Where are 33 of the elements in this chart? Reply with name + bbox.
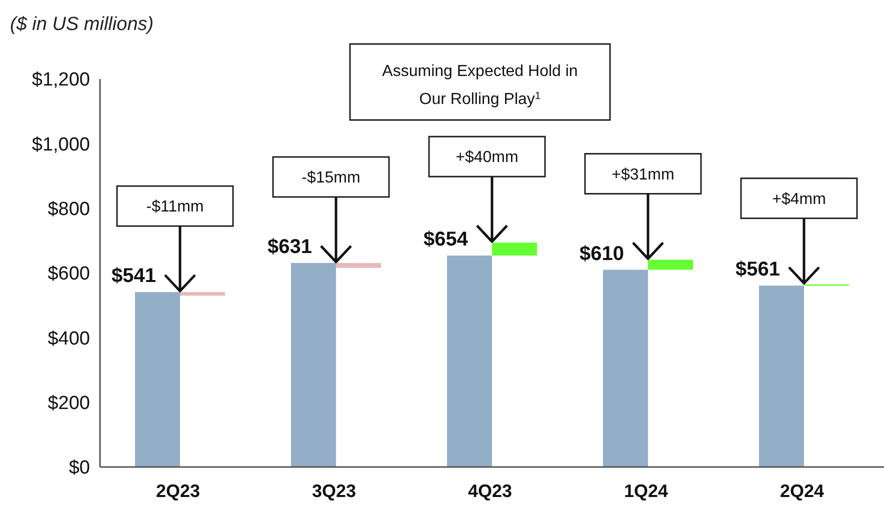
annotation: +$31mm [612, 166, 674, 184]
y-tick-label: $0 [68, 458, 90, 479]
annotation: +$4mm [772, 190, 826, 208]
y-tick-label: $200 [48, 392, 90, 414]
y-axis-title: ($ in US millions) [10, 14, 154, 35]
bar [648, 260, 693, 270]
x-tick-label: 4Q23 [468, 481, 512, 501]
x-tick-label: 2Q24 [780, 481, 824, 501]
y-tick-label: $800 [48, 198, 90, 220]
data-label: $610 [580, 242, 624, 265]
data-label: $654 [424, 228, 469, 251]
bar [180, 292, 225, 296]
data-label: $631 [268, 236, 312, 258]
y-tick-label: $1,200 [32, 70, 90, 91]
x-tick-label: 2Q23 [156, 481, 200, 501]
bar [492, 242, 537, 256]
y-tick-label: $400 [48, 328, 90, 350]
bar [759, 286, 804, 467]
bar [336, 262, 381, 268]
bar [447, 256, 492, 467]
annotation: -$15mm [302, 170, 360, 187]
bar [135, 292, 180, 467]
y-tick-label: $1,000 [32, 134, 90, 156]
annotation: Assuming Expected Hold in Our Rolling Play$^{1}$ [382, 63, 578, 108]
y-tick-label: $600 [48, 264, 90, 285]
data-label: $561 [736, 258, 780, 281]
x-tick-label: 3Q23 [312, 481, 356, 501]
x-tick-label: 1Q24 [624, 481, 668, 501]
annotation: +$40mm [456, 149, 518, 166]
data-label: $541 [112, 265, 156, 288]
annotation: -$11mm [146, 198, 204, 216]
bar [603, 270, 648, 467]
bar [291, 262, 336, 467]
